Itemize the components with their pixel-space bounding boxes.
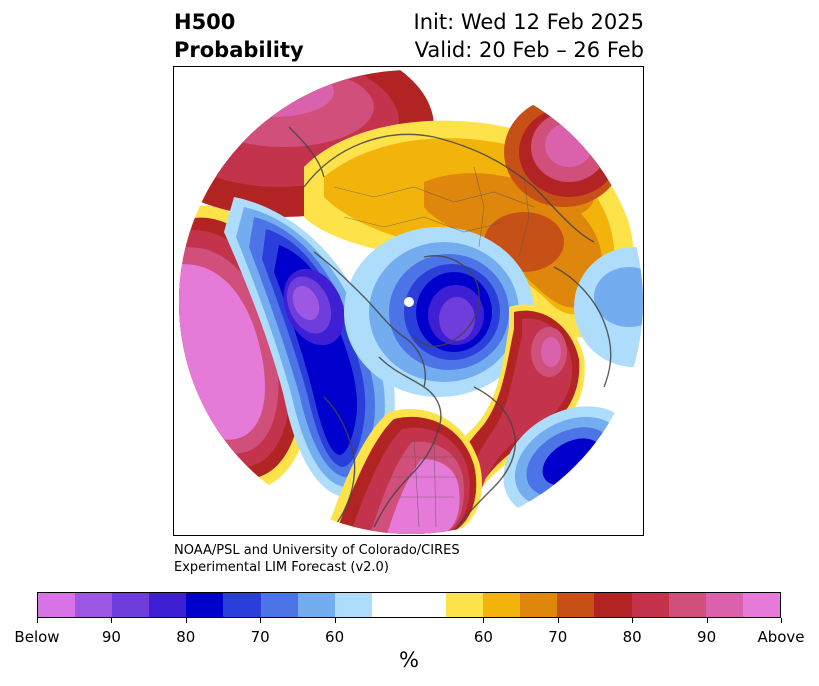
credit-line-2: Experimental LIM Forecast (v2.0) [174, 560, 389, 575]
chart-title-right: Init: Wed 12 Feb 2025 Valid: 20 Feb – 26… [414, 8, 644, 64]
colorbar-segment [705, 593, 743, 617]
colorbar-tick-mark [111, 618, 112, 623]
colorbar-tick-mark [707, 618, 708, 623]
western-north-america-below-region [224, 197, 395, 497]
colorbar-tick-label: 60 [325, 628, 345, 646]
colorbar-segment [594, 593, 632, 617]
east-asia-below-region [574, 247, 643, 367]
colorbar-segment [557, 593, 595, 617]
colorbar-tick-mark [37, 618, 38, 623]
colorbar-tick-label: Below [14, 628, 60, 646]
colorbar-ticks [0, 618, 819, 624]
colorbar-segment [186, 593, 224, 617]
colorbar-segment [223, 593, 261, 617]
colorbar-tick-label: 60 [473, 628, 493, 646]
init-date-label: Init: Wed 12 Feb 2025 [413, 10, 644, 34]
colorbar-tick-mark [632, 618, 633, 623]
colorbar-segment [483, 593, 521, 617]
siberia-above-region [504, 97, 624, 207]
colorbar-tick-mark [335, 618, 336, 623]
credit-text: NOAA/PSL and University of Colorado/CIRE… [174, 542, 460, 576]
probability-map [179, 70, 643, 534]
colorbar-segment [446, 593, 484, 617]
valid-range-label: Valid: 20 Feb – 26 Feb [414, 38, 644, 62]
variable-label: H500 [174, 10, 236, 34]
colorbar-segment [297, 593, 335, 617]
colorbar-unit-label: % [399, 648, 419, 672]
colorbar-segment [38, 593, 76, 617]
colorbar-segment [334, 593, 372, 617]
chart-title-left: H500 Probability [174, 8, 304, 64]
colorbar-tick-label: 80 [176, 628, 196, 646]
colorbar-segment [112, 593, 150, 617]
colorbar-segment [260, 593, 298, 617]
borders [333, 166, 535, 528]
colorbar-segment [520, 593, 558, 617]
colorbar-tick-mark [186, 618, 187, 623]
colorbar-segment [742, 593, 780, 617]
colorbar-labels: Below 90 80 70 60 60 70 80 90 Above [0, 628, 819, 648]
map-panel [173, 66, 644, 536]
colorbar-segment [371, 593, 409, 617]
colorbar [37, 592, 781, 618]
colorbar-tick-label: 70 [250, 628, 270, 646]
colorbar-segment [408, 593, 447, 617]
colorbar-segment [668, 593, 706, 617]
colorbar-tick-label: 90 [101, 628, 121, 646]
colorbar-segment [75, 593, 113, 617]
colorbar-tick-label: Above [757, 628, 805, 646]
colorbar-tick-mark [260, 618, 261, 623]
colorbar-tick-label: 80 [622, 628, 642, 646]
colorbar-tick-label: 70 [548, 628, 568, 646]
colorbar-segment [631, 593, 669, 617]
colorbar-tick-mark [558, 618, 559, 623]
colorbar-tick-label: 90 [697, 628, 717, 646]
colorbar-tick-mark [483, 618, 484, 623]
product-label: Probability [174, 38, 304, 62]
north-pole-marker [404, 297, 414, 307]
colorbar-segment [149, 593, 187, 617]
credit-line-1: NOAA/PSL and University of Colorado/CIRE… [174, 543, 460, 558]
colorbar-tick-mark [781, 618, 782, 623]
